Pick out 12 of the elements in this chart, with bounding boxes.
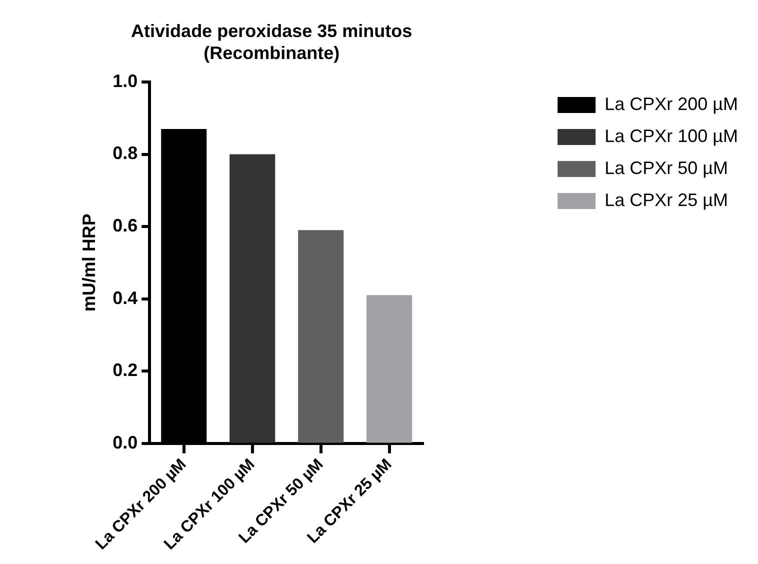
- y-tick-label: 0.8: [112, 143, 138, 164]
- y-tick-label: 1.0: [112, 70, 138, 91]
- y-axis-title: mU/ml HRP: [78, 214, 99, 312]
- legend-label: La CPXr 25 µM: [604, 190, 728, 210]
- legend-label: La CPXr 200 µM: [604, 94, 738, 114]
- y-tick-label: 0.4: [112, 288, 138, 308]
- legend-label: La CPXr 50 µM: [604, 158, 728, 178]
- chart-title: Atividade peroxidase 35 minutos (Recombinante): [131, 20, 412, 63]
- y-tick-label: 0.0: [112, 432, 138, 452]
- y-tick-label: 0.2: [112, 360, 138, 380]
- y-tick-label: 0.6: [112, 215, 138, 236]
- legend-label: La CPXr 100 µM: [604, 126, 738, 146]
